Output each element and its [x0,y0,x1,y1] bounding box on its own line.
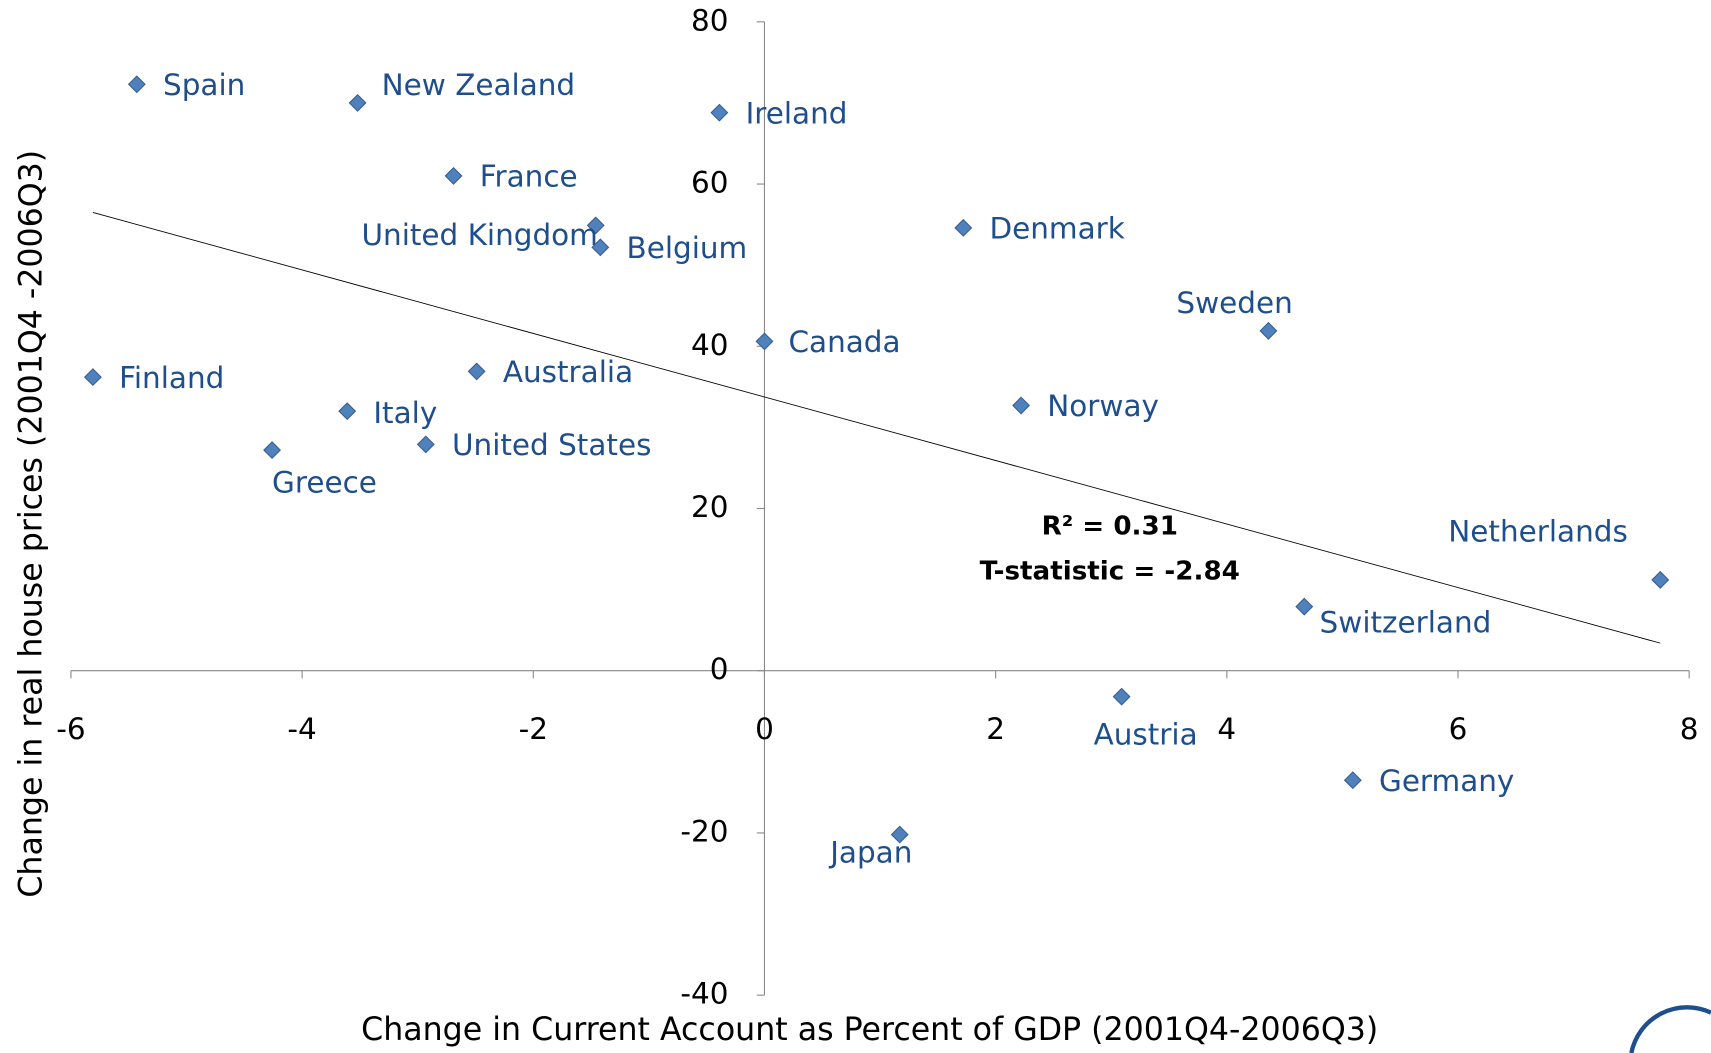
point-label: New Zealand [382,68,576,102]
point-label: Ireland [746,96,848,130]
annotation: R² = 0.31 [1042,512,1178,542]
point-label: Japan [828,836,912,870]
point-label: Switzerland [1320,606,1492,640]
y-tick-label: 40 [691,328,728,362]
y-tick-label: -20 [680,814,728,848]
point-label: Germany [1379,764,1514,798]
point-label: Netherlands [1448,514,1628,548]
y-tick-label: 60 [691,166,728,200]
point [444,166,463,185]
point [467,362,486,381]
point [1112,687,1131,706]
point-label: Canada [788,325,900,359]
y-tick-label: 80 [691,3,728,37]
point [755,332,774,351]
point-label: Austria [1094,717,1198,751]
point-label: Spain [163,68,245,102]
point [954,218,973,237]
point-label: United States [452,428,651,462]
point-label: Sweden [1176,286,1292,320]
point [1343,771,1362,790]
trend-line [92,212,1661,644]
point [83,368,102,387]
point [586,216,605,235]
y-tick-label: 0 [710,652,729,686]
point-label: Australia [503,355,633,389]
point-label: Greece [272,465,377,499]
x-tick-label: 0 [755,712,774,746]
point [1651,570,1670,589]
point-label: France [480,160,578,194]
point [591,238,610,257]
x-tick-label: 4 [1217,712,1236,746]
point [890,825,909,844]
x-tick-label: 2 [986,712,1005,746]
point-label: Italy [373,396,437,430]
point [1259,321,1278,340]
point-label: United Kingdom [361,218,597,252]
point [263,441,282,460]
y-axis-title: Change in real house prices (2001Q4 -200… [14,150,50,898]
y-tick-label: 20 [691,490,728,524]
point [416,435,435,454]
y-tick-label: -40 [680,977,728,1011]
point-label: Denmark [989,212,1124,246]
point [710,103,729,122]
logo-arc [1629,1005,1711,1053]
x-tick-label: -6 [56,712,85,746]
x-tick-label: -4 [287,712,316,746]
x-tick-label: -2 [519,712,548,746]
point [127,75,146,94]
x-tick-label: 6 [1449,712,1468,746]
annotation: T-statistic = -2.84 [980,556,1240,586]
point [1295,597,1314,616]
point [338,402,357,421]
x-axis-title: Change in Current Account as Percent of … [361,1012,1378,1048]
point-label: Norway [1047,389,1159,423]
point [1012,396,1031,415]
point-label: Belgium [627,231,748,265]
point-label: Finland [119,361,224,395]
x-tick-label: 8 [1680,712,1699,746]
point [348,93,367,112]
